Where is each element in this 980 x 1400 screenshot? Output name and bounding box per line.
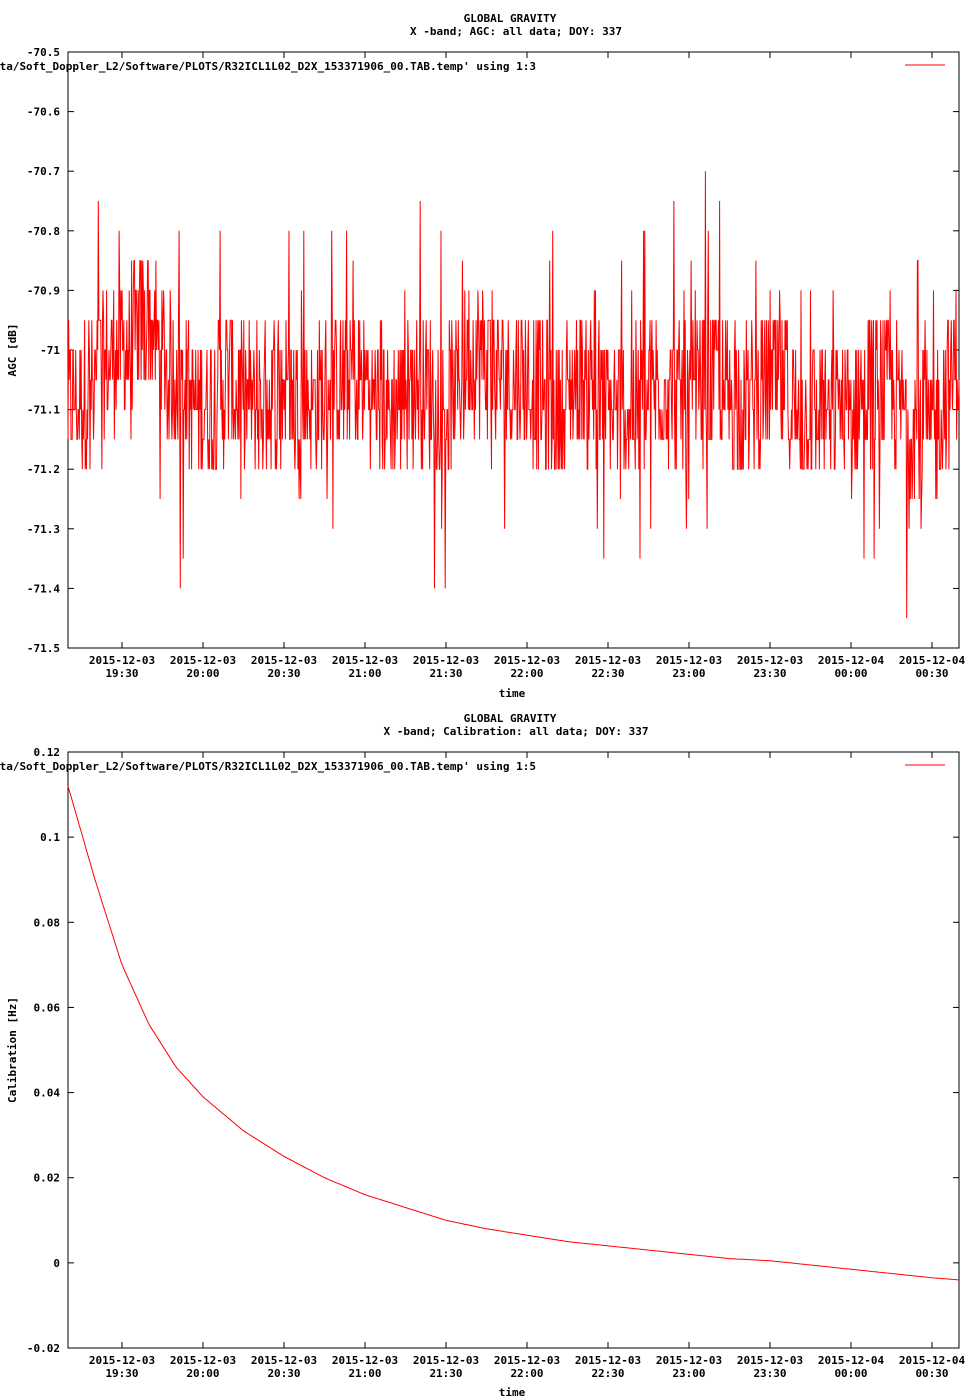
agc-x-tick-time: 22:00 (510, 667, 543, 680)
calibration-x-tick-time: 23:30 (753, 1367, 786, 1380)
agc-x-tick-date: 2015-12-03 (332, 654, 398, 667)
calibration-x-tick-date: 2015-12-04 (899, 1354, 966, 1367)
calibration-chart-subtitle: X -band; Calibration: all data; DOY: 337 (384, 725, 649, 738)
calibration-y-tick-label: 0.1 (40, 831, 60, 844)
agc-x-tick-date: 2015-12-03 (575, 654, 641, 667)
calibration-x-tick-date: 2015-12-03 (575, 1354, 641, 1367)
agc-y-tick-label: -70.6 (27, 106, 60, 119)
agc-x-tick-date: 2015-12-04 (899, 654, 966, 667)
agc-y-axis: -70.5 -70.6 -70.7 -70.8 -70.9 -71 -71.1 -71.2 -7… (27, 46, 959, 655)
calibration-x-tick-time: 23:00 (672, 1367, 705, 1380)
agc-x-tick-date: 2015-12-03 (413, 654, 479, 667)
agc-y-tick-label: -71.5 (27, 642, 60, 655)
calibration-chart: GLOBAL GRAVITY X -band; Calibration: all… (0, 712, 965, 1399)
calibration-legend-label: 'Z:/ddswork/process_data/Soft_Doppler_L2… (0, 760, 536, 773)
calibration-y-axis: 0.12 0.1 0.08 0.06 0.04 0.02 0 -0.02 (27, 746, 959, 1355)
calibration-x-axis: 2015-12-0319:302015-12-0320:002015-12-03… (89, 752, 966, 1380)
agc-x-tick-date: 2015-12-03 (656, 654, 722, 667)
agc-series-group (67, 171, 960, 619)
agc-y-tick-label: -70.9 (27, 284, 60, 297)
agc-x-tick-time: 22:30 (591, 667, 624, 680)
agc-x-tick-date: 2015-12-03 (251, 654, 317, 667)
calibration-x-tick-time: 22:00 (510, 1367, 543, 1380)
calibration-y-tick-label: 0.12 (34, 746, 61, 759)
agc-y-tick-label: -71.2 (27, 463, 60, 476)
calibration-y-tick-label: 0.08 (34, 916, 61, 929)
agc-x-axis: 2015-12-0319:302015-12-0320:002015-12-03… (89, 52, 966, 680)
agc-y-tick-label: -71.3 (27, 523, 60, 536)
calibration-y-axis-label: Calibration [Hz] (6, 997, 19, 1103)
agc-x-tick-date: 2015-12-03 (170, 654, 236, 667)
calibration-y-tick-label: 0.04 (34, 1087, 61, 1100)
calibration-x-tick-date: 2015-12-03 (494, 1354, 560, 1367)
calibration-x-tick-date: 2015-12-04 (818, 1354, 885, 1367)
calibration-x-tick-date: 2015-12-03 (413, 1354, 479, 1367)
agc-x-tick-date: 2015-12-03 (494, 654, 560, 667)
agc-legend-label: 'Z:/ddswork/process_data/Soft_Doppler_L2… (0, 60, 536, 73)
calibration-x-tick-date: 2015-12-03 (656, 1354, 722, 1367)
agc-x-tick-time: 23:30 (753, 667, 786, 680)
calibration-y-tick-label: 0 (53, 1257, 60, 1270)
calibration-x-tick-time: 20:00 (186, 1367, 219, 1380)
calibration-x-axis-label: time (499, 1386, 526, 1399)
agc-x-tick-time: 23:00 (672, 667, 705, 680)
calibration-chart-title: GLOBAL GRAVITY (464, 712, 557, 725)
agc-x-tick-time: 20:00 (186, 667, 219, 680)
calibration-x-tick-time: 00:00 (834, 1367, 867, 1380)
calibration-y-tick-label: 0.02 (34, 1172, 61, 1185)
calibration-y-tick-label: 0.06 (34, 1001, 61, 1014)
agc-chart-subtitle: X -band; AGC: all data; DOY: 337 (410, 25, 622, 38)
calibration-x-tick-date: 2015-12-03 (332, 1354, 398, 1367)
agc-x-tick-time: 00:30 (915, 667, 948, 680)
calibration-x-tick-date: 2015-12-03 (89, 1354, 155, 1367)
agc-x-tick-date: 2015-12-03 (737, 654, 803, 667)
agc-x-tick-time: 21:00 (348, 667, 381, 680)
agc-y-tick-label: -70.8 (27, 225, 60, 238)
calibration-series-line (67, 785, 960, 1281)
agc-series-line (67, 171, 960, 619)
calibration-x-tick-date: 2015-12-03 (170, 1354, 236, 1367)
agc-x-tick-time: 19:30 (105, 667, 138, 680)
calibration-series-group (67, 785, 960, 1281)
agc-y-tick-label: -70.7 (27, 165, 60, 178)
agc-x-tick-time: 21:30 (429, 667, 462, 680)
calibration-x-tick-time: 22:30 (591, 1367, 624, 1380)
agc-x-tick-date: 2015-12-03 (89, 654, 155, 667)
agc-y-tick-label: -71.1 (27, 404, 60, 417)
calibration-x-tick-time: 21:30 (429, 1367, 462, 1380)
calibration-plot-frame (67, 751, 960, 1349)
agc-x-tick-time: 00:00 (834, 667, 867, 680)
agc-x-tick-time: 20:30 (267, 667, 300, 680)
agc-x-axis-label: time (499, 687, 526, 700)
calibration-x-tick-time: 21:00 (348, 1367, 381, 1380)
agc-y-tick-label: -71 (40, 344, 60, 357)
agc-y-tick-label: -71.4 (27, 582, 60, 595)
agc-chart: GLOBAL GRAVITY X -band; AGC: all data; D… (0, 12, 965, 700)
agc-y-tick-label: -70.5 (27, 46, 60, 59)
calibration-x-tick-time: 20:30 (267, 1367, 300, 1380)
calibration-x-tick-date: 2015-12-03 (251, 1354, 317, 1367)
calibration-x-tick-time: 19:30 (105, 1367, 138, 1380)
calibration-x-tick-time: 00:30 (915, 1367, 948, 1380)
agc-y-axis-label: AGC [dB] (6, 324, 19, 377)
agc-chart-title: GLOBAL GRAVITY (464, 12, 557, 25)
calibration-y-tick-label: -0.02 (27, 1342, 60, 1355)
calibration-x-tick-date: 2015-12-03 (737, 1354, 803, 1367)
agc-x-tick-date: 2015-12-04 (818, 654, 885, 667)
